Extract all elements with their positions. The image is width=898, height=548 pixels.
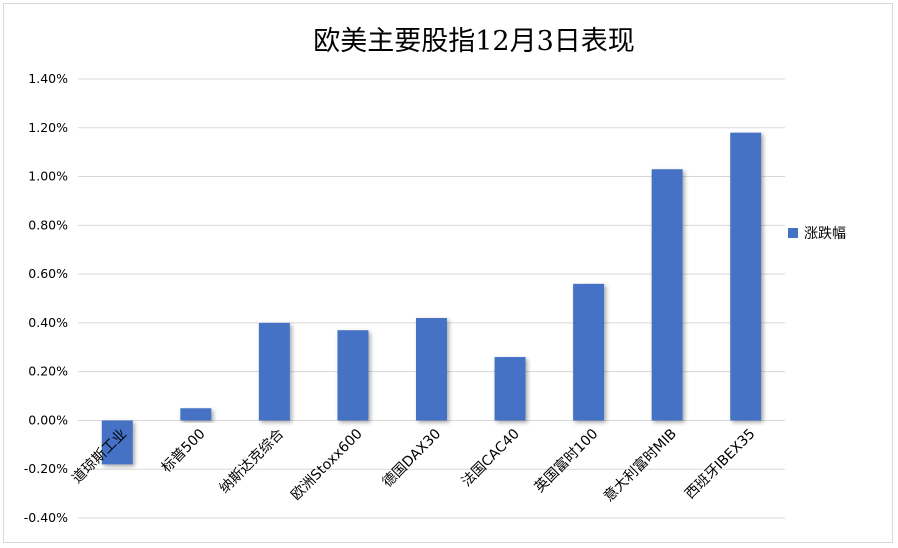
legend-label: 涨跌幅 (804, 226, 846, 242)
x-category-label: 纳斯达克综合 (217, 426, 288, 497)
bar (573, 283, 605, 421)
x-category-label: 欧洲Stoxx600 (288, 426, 366, 504)
y-tick-label: 0.20% (28, 364, 68, 379)
legend: 涨跌幅 (788, 226, 846, 242)
bar (730, 132, 762, 421)
bars (101, 132, 762, 465)
bar (494, 357, 526, 421)
bar (337, 330, 369, 421)
y-tick-label: 0.40% (28, 315, 68, 330)
bar (180, 408, 212, 421)
bar (101, 420, 133, 465)
x-category-label: 意大利富时MIB (600, 425, 680, 505)
chart-title: 欧美主要股指12月3日表现 (313, 26, 635, 57)
x-category-label: 德国DAX30 (380, 426, 445, 491)
y-tick-label: -0.20% (24, 461, 68, 476)
chart-frame: 欧美主要股指12月3日表现 -0.40% -0.20% 0.00% 0.20% 0.40… (3, 3, 893, 543)
x-category-label: 法国CAC40 (459, 426, 523, 490)
y-tick-label: 1.20% (28, 120, 68, 135)
y-axis-tick-labels: -0.40% -0.20% 0.00% 0.20% 0.40% 0.60% 0.80% 1.0… (24, 71, 68, 525)
x-category-label: 西班牙IBEX35 (682, 426, 758, 502)
y-tick-label: 1.00% (28, 169, 68, 184)
x-category-label: 标普500 (159, 426, 209, 476)
y-tick-label: 0.80% (28, 217, 68, 232)
y-tick-label: 1.40% (28, 71, 68, 86)
y-tick-label: -0.40% (24, 510, 68, 525)
bar-chart: 欧美主要股指12月3日表现 -0.40% -0.20% 0.00% 0.20% 0.40… (24, 26, 846, 525)
bar (651, 169, 683, 421)
y-tick-label: 0.00% (28, 412, 68, 427)
bar (258, 322, 290, 421)
x-category-label: 英国富时100 (531, 425, 602, 496)
bar (416, 318, 447, 421)
legend-swatch (788, 228, 798, 238)
y-tick-label: 0.60% (28, 266, 68, 281)
x-axis-category-labels: 道琼斯工业 标普500 纳斯达克综合 欧洲Stoxx600 德国DAX30 法国CAC40… (69, 425, 758, 505)
